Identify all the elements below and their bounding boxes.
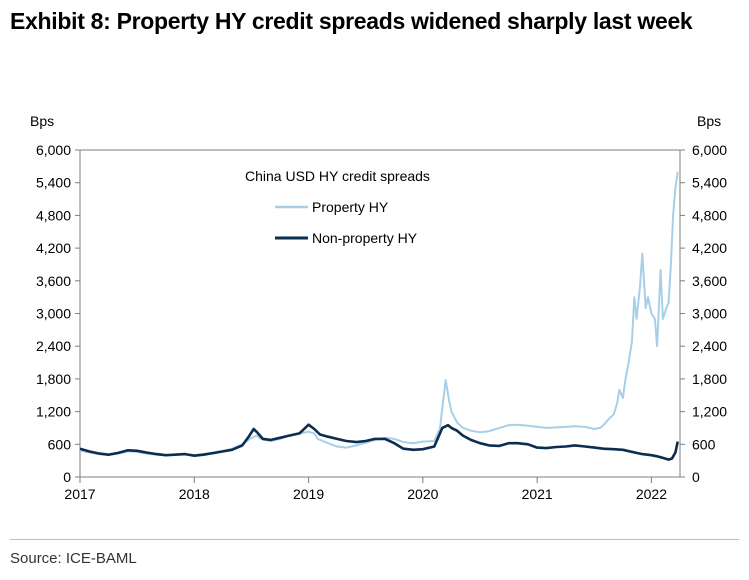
x-tick-label: 2018 xyxy=(179,486,210,502)
y-axis-label-left: Bps xyxy=(30,113,54,129)
legend-label-nonproperty: Non-property HY xyxy=(312,230,418,246)
y-tick-label-right: 6,000 xyxy=(692,142,727,158)
y-tick-label-right: 1,800 xyxy=(692,371,727,387)
series-line-nonproperty xyxy=(79,423,679,461)
y-tick-label-left: 600 xyxy=(48,436,72,452)
y-tick-label-right: 600 xyxy=(692,436,716,452)
y-tick-label-left: 4,800 xyxy=(36,207,71,223)
y-tick-label-right: 3,600 xyxy=(692,273,727,289)
y-tick-label-left: 3,600 xyxy=(36,273,71,289)
y-tick-label-left: 2,400 xyxy=(36,338,71,354)
source-note: Source: ICE-BAML xyxy=(10,550,137,567)
series-lines xyxy=(79,171,679,461)
x-tick-label: 2019 xyxy=(293,486,324,502)
y-tick-label-left: 1,200 xyxy=(36,404,71,420)
y-tick-label-left: 6,000 xyxy=(36,142,71,158)
y-tick-label-left: 1,800 xyxy=(36,371,71,387)
y-tick-label-right: 0 xyxy=(692,469,700,485)
y-tick-label-left: 4,200 xyxy=(36,240,71,256)
x-tick-label: 2020 xyxy=(407,486,438,502)
y-axis-left: 0 600 1,200 1,800 2,400 3,000 3,600 4,200 4,800 5… xyxy=(36,142,80,485)
legend-label-property: Property HY xyxy=(312,199,389,215)
y-tick-label-right: 3,000 xyxy=(692,306,727,322)
x-tick-label: 2017 xyxy=(64,486,95,502)
y-tick-label-right: 2,400 xyxy=(692,338,727,354)
y-axis-label-right: Bps xyxy=(697,113,721,129)
y-tick-label-left: 3,000 xyxy=(36,306,71,322)
chart-subtitle: China USD HY credit spreads xyxy=(245,168,430,184)
y-tick-label-left: 0 xyxy=(63,469,71,485)
exhibit-title: Exhibit 8: Property HY credit spreads wi… xyxy=(10,8,693,34)
y-tick-label-right: 4,200 xyxy=(692,240,727,256)
legend: Property HY Non-property HY xyxy=(275,199,418,246)
y-tick-label-right: 4,800 xyxy=(692,207,727,223)
spread-chart: 0 600 1,200 1,800 2,400 3,000 3,600 4,200 4,800 5… xyxy=(30,113,727,502)
y-tick-label-left: 5,400 xyxy=(36,175,71,191)
y-axis-right: 0 600 1,200 1,800 2,400 3,000 3,600 4,200 4,800 5… xyxy=(680,142,727,485)
x-tick-label: 2021 xyxy=(522,486,553,502)
y-tick-label-right: 5,400 xyxy=(692,175,727,191)
x-axis: 2017 2018 2019 2020 2021 2022 xyxy=(64,477,667,502)
y-tick-label-right: 1,200 xyxy=(692,404,727,420)
divider xyxy=(10,539,739,540)
x-tick-label: 2022 xyxy=(636,486,667,502)
